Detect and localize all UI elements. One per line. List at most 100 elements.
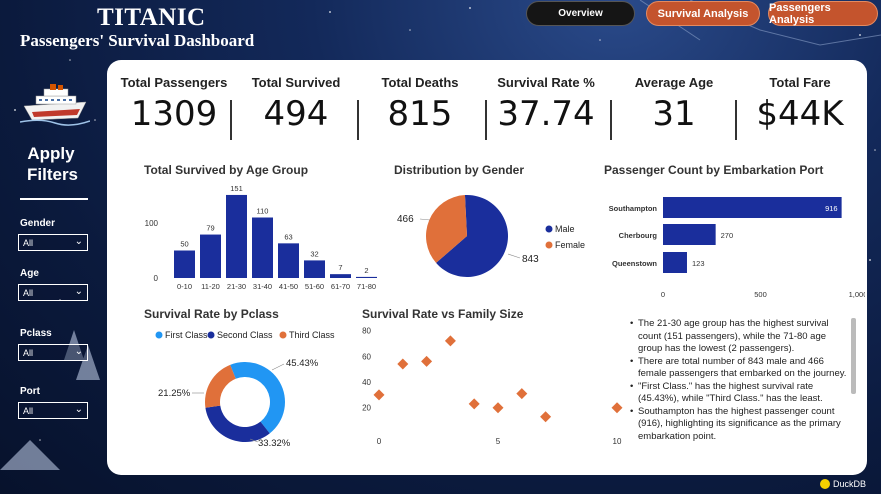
kpi-value: 31 [652,94,696,134]
nav-overview-button[interactable]: Overview [526,1,635,26]
x-tick-label: 61-70 [331,282,350,291]
legend-marker [545,225,553,233]
bar [174,250,195,278]
kpi-label: Survival Rate % [497,75,595,90]
donut-data-label: 33.32% [258,438,291,449]
legend-label: First Class [165,330,208,340]
age-group-bar-chart: 0 100 50 0-10 79 11-20 151 21-30 110 31-40 63 41-50… [145,184,377,291]
bar-data-label: 110 [257,207,269,216]
bar [663,252,687,273]
kpi-divider [357,100,359,140]
bar [226,194,247,278]
ship-logo-icon [20,84,90,126]
filter-port-select[interactable]: All ⌄ [18,402,88,419]
x-tick-label: 0 [661,290,665,299]
legend-label: Third Class [289,330,335,340]
family-chart-title: Survival Rate vs Family Size [362,307,524,321]
gender-chart-title: Distribution by Gender [394,163,525,177]
legend-marker [545,241,553,249]
donut-slice [205,364,236,408]
dashboard-title: TITANIC [97,4,206,31]
pie-data-label: 466 [397,214,414,225]
dashboard-subtitle: Passengers' Survival Dashboard [20,31,255,50]
x-tick-label: 41-50 [279,282,298,291]
bar [330,274,351,278]
leader-line [419,218,431,221]
x-tick-label: 71-80 [357,282,376,291]
donut-data-label: 45.43% [286,358,319,369]
kpi-label: Total Survived [251,75,341,90]
y-tick-label: 100 [145,219,159,228]
x-tick-label: 11-20 [201,282,220,291]
nav-survival-analysis-button[interactable]: Survival Analysis [646,1,760,26]
kpi-total-survived: Total Survived 494 [240,75,352,134]
legend-label: Female [555,240,585,250]
filter-pclass-select[interactable]: All ⌄ [18,344,88,361]
filter-gender-select[interactable]: All ⌄ [18,234,88,251]
kpi-label: Total Fare [769,75,831,90]
insights-scrollbar[interactable] [851,318,856,394]
pie-slice [436,195,508,277]
filter-age-value: All [23,287,34,298]
x-tick-label: 21-30 [227,282,246,291]
kpi-label: Total Passengers [120,75,228,90]
filter-age-select[interactable]: All ⌄ [18,284,88,301]
family-scatter-chart: 20 40 60 80 0 5 10 [362,327,623,446]
x-tick-label: 0 [377,437,382,446]
x-tick-label: 10 [613,437,622,446]
scatter-point [421,355,433,367]
bar [663,197,842,218]
kpi-divider [610,100,612,140]
bar-data-label: 50 [180,240,188,249]
brand-badge: DuckDB [820,479,866,489]
insight-item: The 21-30 age group has the highest surv… [630,318,852,356]
y-tick-label: 80 [362,327,371,336]
filter-gender-label: Gender [20,218,56,229]
x-tick-label: 51-60 [305,282,324,291]
duckdb-logo-icon [820,479,830,489]
x-tick-label: 31-40 [253,282,272,291]
bar [278,243,299,278]
chevron-down-icon: ⌄ [74,286,83,297]
gender-pie-chart: 466 843 Male Female [397,195,585,277]
kpi-divider [230,100,232,140]
leader-line [271,363,285,371]
nav-passengers-analysis-button[interactable]: Passengers Analysis [768,1,878,26]
bar [200,234,221,278]
bar-data-label: 7 [338,263,342,272]
kpi-survival-rate: Survival Rate % 37.74 [490,75,602,134]
filter-gender-value: All [23,237,34,248]
kpi-total-passengers: Total Passengers 1309 [118,75,230,134]
bar-data-label: 63 [284,232,292,241]
pclass-donut-chart: First Class Second Class Third Class 45.43%… [155,330,335,449]
legend-label: Second Class [217,330,273,340]
x-tick-label: 1,000 [849,290,865,299]
port-bar-chart: Southampton 916 Cherbourg 270 Queenstown 123 0… [609,197,865,299]
legend-label: Male [555,224,575,234]
chevron-down-icon: ⌄ [74,346,83,357]
insights-text-box[interactable]: The 21-30 age group has the highest surv… [630,318,852,450]
scatter-point [444,335,456,347]
chevron-down-icon: ⌄ [74,404,83,415]
insight-item: Southampton has the highest passenger co… [630,406,852,444]
age-chart-title: Total Survived by Age Group [144,163,309,177]
x-tick-label: 500 [754,290,767,299]
legend-marker [279,331,287,339]
kpi-label: Total Deaths [381,75,459,90]
scatter-point [540,411,552,423]
bar [252,217,273,278]
filter-pclass-label: Pclass [20,328,52,339]
apply-filters-title: Apply Filters [27,144,79,184]
donut-slice [205,405,270,442]
bar-data-label: 916 [825,204,838,213]
pie-slice [426,195,467,263]
brand-label: DuckDB [833,479,867,489]
kpi-total-deaths: Total Deaths 815 [364,75,476,134]
y-tick-label: 0 [154,274,159,283]
y-tick-label: Queenstown [612,259,657,268]
scatter-point [516,388,528,400]
x-tick-label: 0-10 [177,282,192,291]
bar [663,224,716,245]
kpi-divider [735,100,737,140]
kpi-value: 1309 [130,94,218,134]
